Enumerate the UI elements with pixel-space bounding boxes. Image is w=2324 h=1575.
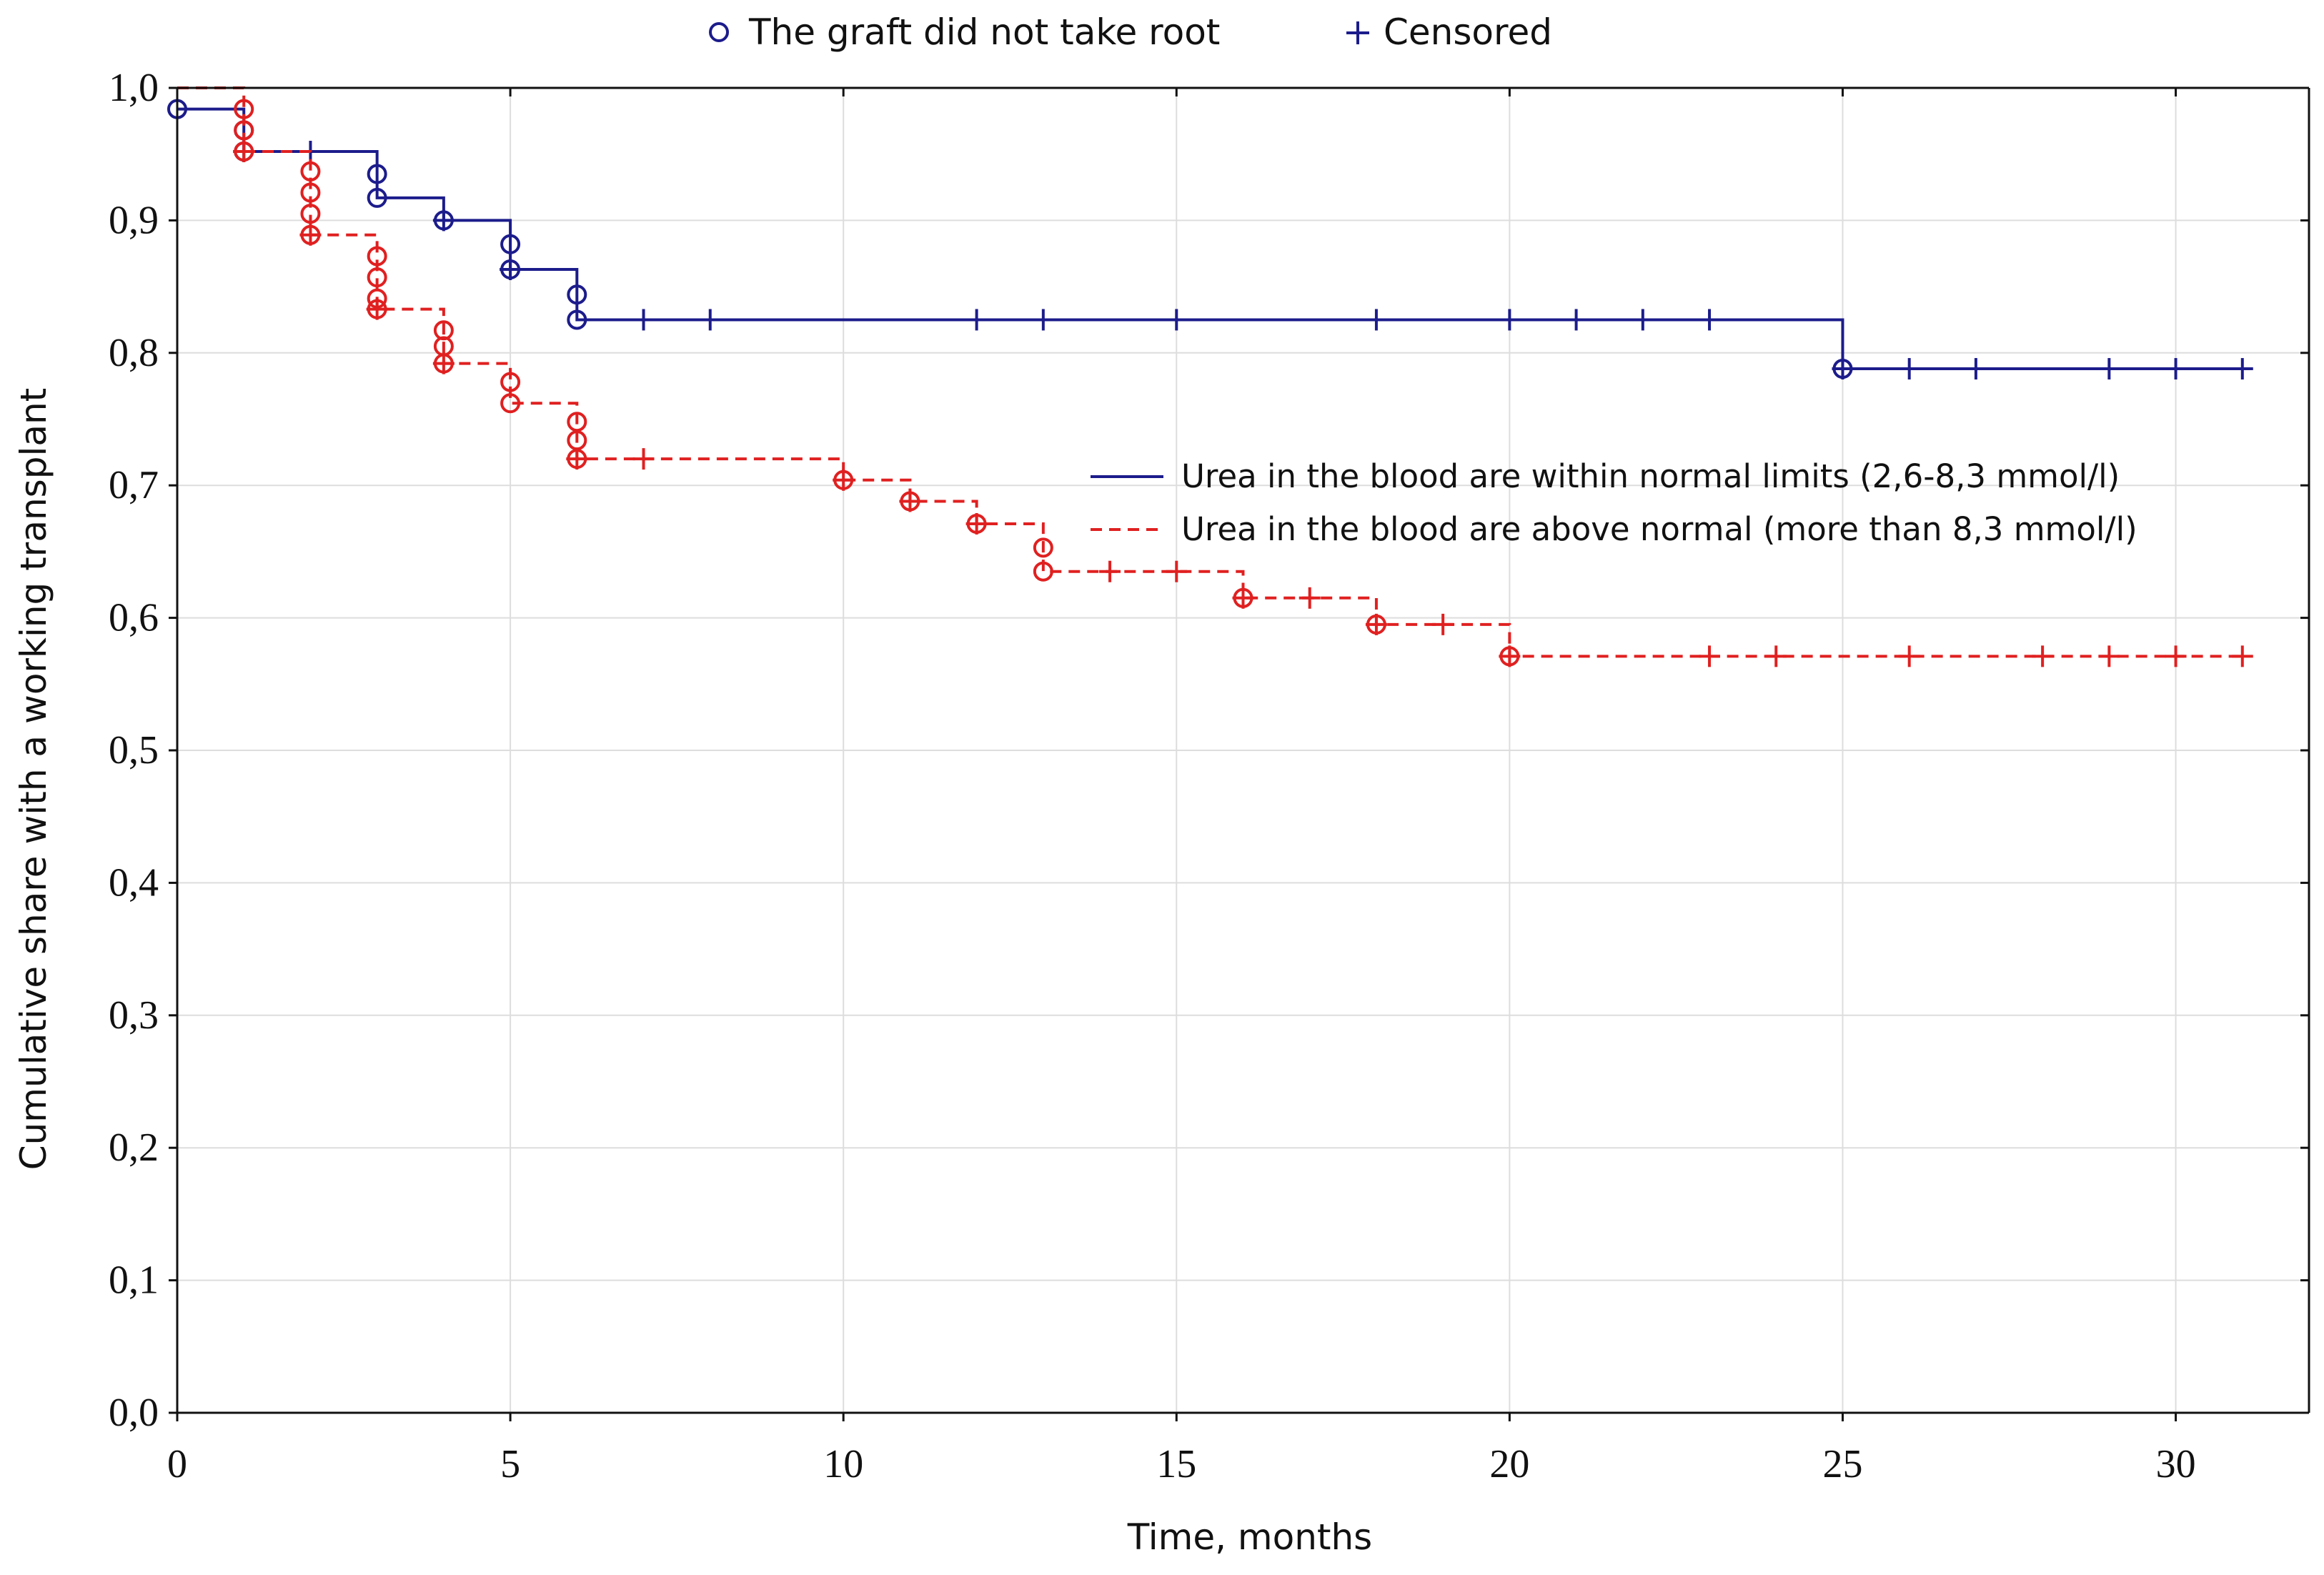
event-marker [500,372,521,392]
series [167,86,2253,667]
event-marker [500,393,521,414]
censored-marker-icon [1346,21,1369,44]
x-tick-label: 0 [167,1442,187,1486]
event-marker [367,267,387,288]
censored-marker [1032,309,1054,331]
censored-marker [2231,645,2253,667]
censored-marker [1699,645,1721,667]
censored-marker [1432,613,1454,635]
y-tick-label: 0,2 [109,1126,159,1170]
x-tick-label: 20 [1489,1442,1529,1486]
censored-marker [2098,645,2120,667]
event-marker [367,187,387,208]
censored-marker [2165,645,2187,667]
censored-marker [2032,645,2054,667]
censored-marker [1232,587,1254,609]
censored-marker [1499,645,1521,667]
censored-marker [1898,358,1920,380]
failed-marker-icon [709,22,729,42]
y-tick-label: 0,0 [109,1391,159,1435]
censored-marker [299,224,322,246]
y-tick-label: 0,3 [109,993,159,1038]
censored-marker [1965,358,1987,380]
censored-marker [632,448,655,470]
legend-above-label: Urea in the blood are above normal (more… [1181,510,2137,548]
censored-marker [1898,645,1920,667]
y-axis-title: Cumulative share with a working transpla… [13,388,54,1171]
x-tick-label: 15 [1156,1442,1196,1486]
series-1 [177,86,2253,667]
censored-marker [1099,560,1121,582]
censored-marker [1699,309,1721,331]
top-legend: The graft did not take root Censored [709,11,1552,53]
event-marker [500,234,521,254]
censored-marker [1565,309,1587,331]
y-tick-label: 0,5 [109,728,159,772]
event-marker [367,164,387,184]
top-legend-failed-label: The graft did not take root [748,11,1220,53]
event-marker [300,161,321,182]
censored-marker [366,298,388,320]
series-legend: Urea in the blood are within normal limi… [1091,457,2137,548]
censored-marker [965,512,988,535]
grid [177,87,2309,1413]
event-marker [234,99,254,119]
y-tick-label: 0,6 [109,596,159,640]
censored-marker [2165,358,2187,380]
censored-marker [432,209,455,232]
censored-marker [1832,358,1854,380]
event-marker [567,284,587,305]
censored-marker [965,309,988,331]
event-marker [234,120,254,141]
censored-marker [632,309,655,331]
censored-marker [500,258,522,280]
censored-marker [566,448,588,470]
x-tick-label: 10 [823,1442,863,1486]
event-marker [300,182,321,203]
event-marker [567,309,587,330]
censored-marker [2231,358,2253,380]
event-marker [1033,537,1053,558]
y-tick-label: 0,1 [109,1258,159,1303]
event-marker [367,246,387,267]
censored-marker [833,469,855,491]
x-axis-title: Time, months [1127,1516,1372,1558]
x-tick-label: 25 [1822,1442,1862,1486]
axis-ticks: 0 5 10 15 20 25 30 0,0 0,1 0,2 0,3 0,4 0,5 0,6 0,7 0,8 0… [109,66,2309,1486]
censored-marker [1166,560,1188,582]
censored-marker [233,140,255,162]
y-tick-label: 1,0 [109,66,159,110]
y-tick-label: 0,4 [109,860,159,905]
x-tick-label: 5 [500,1442,520,1486]
censored-marker [699,309,721,331]
censored-marker [1365,309,1387,331]
y-tick-label: 0,7 [109,463,159,507]
y-tick-label: 0,8 [109,331,159,375]
censored-marker [1298,587,1321,609]
event-marker [1033,561,1053,582]
event-marker [300,204,321,224]
legend-normal-label: Urea in the blood are within normal limi… [1181,457,2120,495]
series-0 [167,99,2253,380]
censored-marker [1166,309,1188,331]
censored-marker [1365,613,1387,635]
censored-marker [1499,309,1521,331]
censored-marker [1765,645,1787,667]
censored-marker [432,352,455,374]
censored-marker [899,490,921,512]
censored-marker [2098,358,2120,380]
x-tick-label: 30 [2156,1442,2196,1486]
top-legend-censored-label: Censored [1384,11,1552,53]
y-tick-label: 0,9 [109,198,159,242]
censored-marker [1632,309,1654,331]
